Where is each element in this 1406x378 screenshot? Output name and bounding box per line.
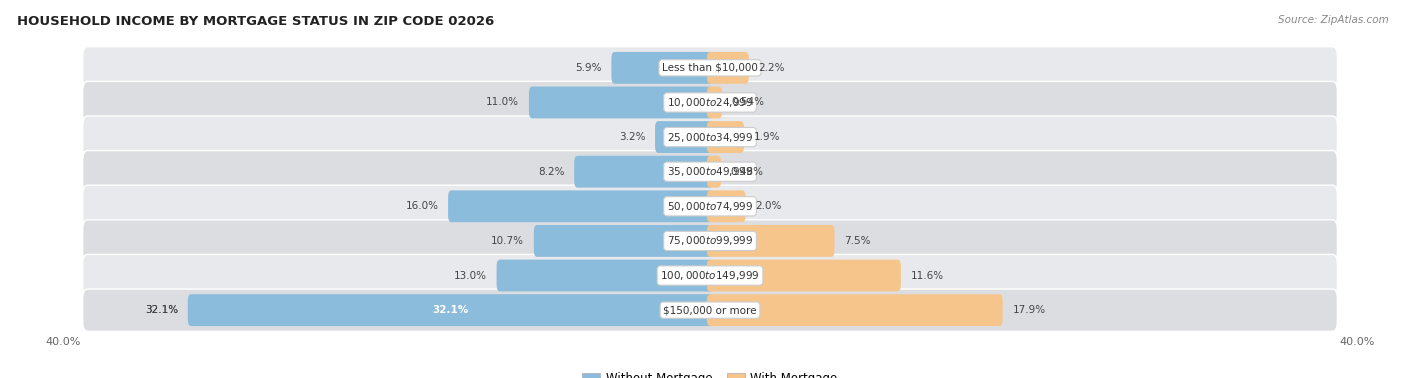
Text: $50,000 to $74,999: $50,000 to $74,999 xyxy=(666,200,754,213)
Text: $100,000 to $149,999: $100,000 to $149,999 xyxy=(661,269,759,282)
FancyBboxPatch shape xyxy=(707,260,901,291)
Text: 8.2%: 8.2% xyxy=(538,167,565,177)
FancyBboxPatch shape xyxy=(529,87,713,118)
Text: 32.1%: 32.1% xyxy=(145,305,179,315)
Text: $35,000 to $49,999: $35,000 to $49,999 xyxy=(666,165,754,178)
Legend: Without Mortgage, With Mortgage: Without Mortgage, With Mortgage xyxy=(578,367,842,378)
Text: 0.48%: 0.48% xyxy=(731,167,763,177)
Text: 11.0%: 11.0% xyxy=(486,98,519,107)
Text: $150,000 or more: $150,000 or more xyxy=(664,305,756,315)
FancyBboxPatch shape xyxy=(188,294,713,326)
FancyBboxPatch shape xyxy=(83,185,1337,228)
Text: $25,000 to $34,999: $25,000 to $34,999 xyxy=(666,130,754,144)
Text: 3.2%: 3.2% xyxy=(619,132,645,142)
Text: 0.54%: 0.54% xyxy=(731,98,765,107)
FancyBboxPatch shape xyxy=(496,260,713,291)
FancyBboxPatch shape xyxy=(707,121,744,153)
Text: 13.0%: 13.0% xyxy=(454,271,486,280)
Text: 10.7%: 10.7% xyxy=(491,236,524,246)
FancyBboxPatch shape xyxy=(83,254,1337,297)
FancyBboxPatch shape xyxy=(83,150,1337,193)
FancyBboxPatch shape xyxy=(655,121,713,153)
Text: HOUSEHOLD INCOME BY MORTGAGE STATUS IN ZIP CODE 02026: HOUSEHOLD INCOME BY MORTGAGE STATUS IN Z… xyxy=(17,15,494,28)
FancyBboxPatch shape xyxy=(83,289,1337,331)
FancyBboxPatch shape xyxy=(707,87,723,118)
FancyBboxPatch shape xyxy=(612,52,713,84)
FancyBboxPatch shape xyxy=(707,294,1002,326)
Text: 32.1%: 32.1% xyxy=(145,305,179,315)
Text: Less than $10,000: Less than $10,000 xyxy=(662,63,758,73)
Text: 2.2%: 2.2% xyxy=(759,63,785,73)
FancyBboxPatch shape xyxy=(83,47,1337,89)
Text: 5.9%: 5.9% xyxy=(575,63,602,73)
Text: 2.0%: 2.0% xyxy=(755,201,782,211)
Text: $10,000 to $24,999: $10,000 to $24,999 xyxy=(666,96,754,109)
Text: 17.9%: 17.9% xyxy=(1012,305,1046,315)
FancyBboxPatch shape xyxy=(534,225,713,257)
Text: 11.6%: 11.6% xyxy=(911,271,943,280)
Text: 32.1%: 32.1% xyxy=(433,305,468,315)
FancyBboxPatch shape xyxy=(707,156,721,187)
FancyBboxPatch shape xyxy=(449,191,713,222)
FancyBboxPatch shape xyxy=(707,225,835,257)
FancyBboxPatch shape xyxy=(83,220,1337,262)
FancyBboxPatch shape xyxy=(83,116,1337,158)
Text: Source: ZipAtlas.com: Source: ZipAtlas.com xyxy=(1278,15,1389,25)
FancyBboxPatch shape xyxy=(83,81,1337,124)
Text: 16.0%: 16.0% xyxy=(405,201,439,211)
Text: 7.5%: 7.5% xyxy=(844,236,870,246)
FancyBboxPatch shape xyxy=(707,52,749,84)
FancyBboxPatch shape xyxy=(707,191,745,222)
Text: $75,000 to $99,999: $75,000 to $99,999 xyxy=(666,234,754,248)
FancyBboxPatch shape xyxy=(574,156,713,187)
Text: 1.9%: 1.9% xyxy=(754,132,780,142)
